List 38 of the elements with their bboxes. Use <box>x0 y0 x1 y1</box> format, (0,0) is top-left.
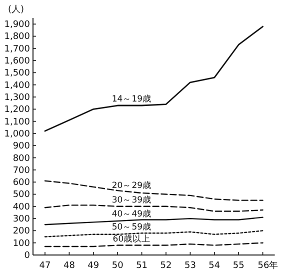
y-axis-title: (人) <box>8 4 24 15</box>
y-tick-label: 1,700 <box>4 44 30 54</box>
y-tick-label: 1,100 <box>4 117 30 128</box>
series-label: 20～29歳 <box>112 180 152 191</box>
x-tick-label: 51 <box>136 261 148 270</box>
y-tick-label: 1,000 <box>4 129 30 140</box>
y-tick-label: 100 <box>12 238 30 249</box>
y-tick-label: 400 <box>12 202 30 212</box>
series-label: 30～39歳 <box>112 194 152 206</box>
x-tick-label: 53 <box>184 261 196 270</box>
y-tick-label: 1,800 <box>4 32 30 42</box>
y-tick-label: 300 <box>12 214 30 225</box>
y-tick-label: 200 <box>12 226 30 237</box>
x-tick-label: 54 <box>208 261 220 270</box>
series-label: 40～49歳 <box>112 208 152 220</box>
y-tick-label: 1,200 <box>4 105 30 116</box>
y-tick-label: 600 <box>12 178 30 188</box>
line-series <box>44 26 264 132</box>
y-tick-label: 1,300 <box>4 93 30 103</box>
x-tick-label: 48 <box>63 261 76 270</box>
series-label: 50～59歳 <box>112 222 152 233</box>
y-tick-label: 0 <box>24 251 30 261</box>
series-label: 60歳以上 <box>112 233 151 244</box>
y-tick-label: 1,900 <box>4 20 30 30</box>
y-tick-label: 500 <box>12 190 30 200</box>
x-tick-label: 52 <box>160 261 172 270</box>
x-tick-label: 49 <box>88 261 100 270</box>
y-tick-label: 700 <box>12 166 30 176</box>
x-tick-label: 50 <box>112 261 124 270</box>
y-tick-label: 800 <box>12 154 30 164</box>
y-tick-label: 1,400 <box>4 80 30 91</box>
series-label: 14～19歳 <box>112 94 152 105</box>
x-tick-label: 47 <box>39 261 51 270</box>
y-tick-label: 1,500 <box>4 68 30 79</box>
x-tick-label: 56年 <box>258 260 278 270</box>
y-tick-label: 900 <box>12 142 30 152</box>
x-tick-label: 55 <box>232 261 244 270</box>
y-tick-label: 1,600 <box>4 56 30 67</box>
